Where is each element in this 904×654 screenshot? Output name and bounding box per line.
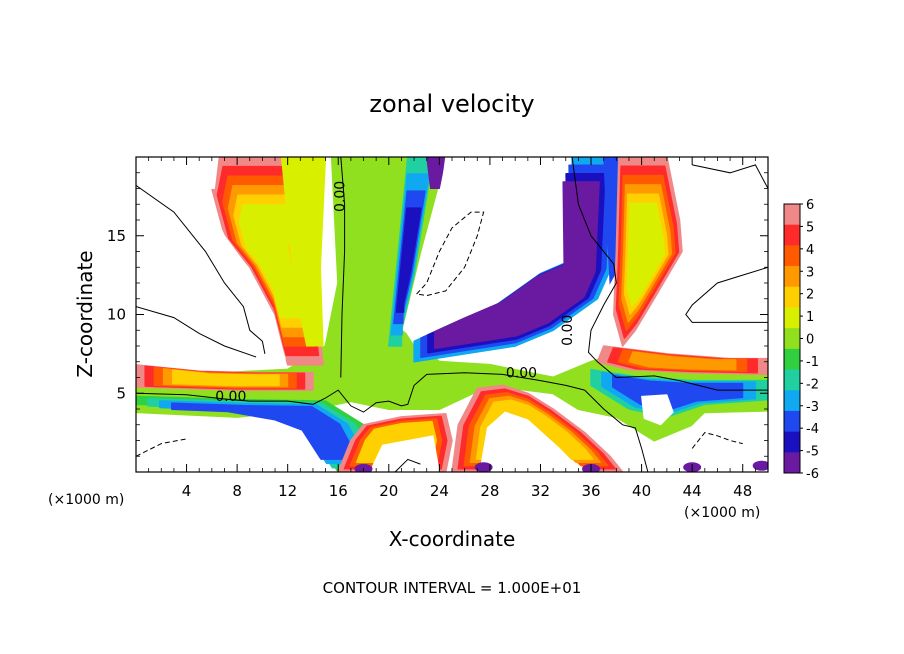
contour-negative-void bbox=[416, 211, 485, 297]
plot-area: 0.00 0.00 0.00 0.00 bbox=[136, 157, 768, 472]
colorbar-tick-label: -4 bbox=[806, 422, 819, 437]
x-axis-label: X-coordinate bbox=[389, 527, 516, 551]
colorbar-tick-label: 1 bbox=[806, 310, 814, 325]
colorbar-tick-label: -2 bbox=[806, 377, 819, 392]
positive-core bbox=[280, 157, 327, 347]
contour-label: 0.00 bbox=[215, 389, 246, 405]
colorbar-swatch bbox=[784, 204, 800, 226]
x-tick-label: 12 bbox=[278, 482, 297, 500]
contour-zero-lower bbox=[584, 389, 649, 472]
negative-trunk bbox=[395, 207, 422, 313]
void-bottom-left bbox=[136, 417, 324, 472]
contour-positive-left-low bbox=[136, 306, 257, 358]
x-tick-label: 20 bbox=[379, 482, 398, 500]
zero-band bbox=[136, 157, 768, 442]
void-upper-left-corner bbox=[136, 157, 219, 189]
x-tick-label: 36 bbox=[581, 482, 600, 500]
y-tick-label: 15 bbox=[107, 227, 126, 245]
contour-positive-left bbox=[136, 184, 266, 354]
colorbar: 6 5 4 3 2 1 0 -1 -2 -3 -4 -5 -6 bbox=[783, 198, 819, 482]
colorbar-tick-label: 6 bbox=[806, 198, 814, 213]
negative-spot bbox=[354, 463, 373, 472]
positive-band-left bbox=[172, 369, 280, 387]
x-tick-label: 24 bbox=[430, 482, 449, 500]
x-tick-label: 32 bbox=[531, 482, 550, 500]
contour-interval-note: CONTOUR INTERVAL = 1.000E+01 bbox=[323, 579, 582, 597]
x-tick-label: 4 bbox=[182, 482, 192, 500]
void-lower-right bbox=[672, 411, 768, 472]
colorbar-swatch bbox=[784, 286, 800, 308]
colorbar-swatch bbox=[784, 224, 800, 246]
chart-title: zonal velocity bbox=[369, 90, 534, 118]
colorbar-swatch bbox=[784, 245, 800, 267]
contour-lower-small bbox=[394, 458, 421, 472]
void-right bbox=[641, 394, 674, 426]
colorbar-swatch bbox=[784, 410, 800, 433]
colorbar-tick-label: -3 bbox=[806, 400, 819, 415]
contour-zero-trunk bbox=[340, 157, 346, 378]
positive-plume-right bbox=[626, 202, 666, 307]
colorbar-swatch bbox=[784, 390, 800, 412]
colorbar-swatch bbox=[784, 452, 800, 474]
contour-zero-right bbox=[571, 157, 768, 391]
colorbar-tick-label: 3 bbox=[806, 265, 814, 280]
contour-label: 0.00 bbox=[333, 181, 349, 212]
colorbar-swatch bbox=[784, 266, 800, 288]
negative-spot bbox=[752, 460, 768, 471]
y-tick-label: 10 bbox=[107, 306, 126, 324]
x-tick-label: 28 bbox=[480, 482, 499, 500]
colorbar-swatch bbox=[784, 369, 800, 391]
contour-lines: 0.00 0.00 0.00 0.00 bbox=[136, 157, 768, 472]
x-tick-label: 16 bbox=[329, 482, 348, 500]
positive-band-right bbox=[628, 351, 737, 371]
x-tick-label: 8 bbox=[232, 482, 242, 500]
x-tick-label: 44 bbox=[683, 482, 702, 500]
x-unit-note-left: (×1000 m) bbox=[48, 492, 124, 508]
y-axis-label: Z-coordinate bbox=[73, 250, 97, 377]
contour-negative-lower-left bbox=[136, 438, 187, 457]
negative-core bbox=[426, 157, 447, 189]
negative-spot bbox=[474, 462, 493, 472]
contour-zero-mid bbox=[136, 372, 585, 413]
colorbar-tick-label: 5 bbox=[806, 220, 814, 235]
y-tick-label: 5 bbox=[116, 384, 126, 402]
colorbar-tick-label: -6 bbox=[806, 467, 819, 482]
contour-negative-lower-right bbox=[691, 432, 743, 449]
colorbar-tick-label: 2 bbox=[806, 288, 814, 303]
x-unit-note-right: (×1000 m) bbox=[684, 505, 760, 521]
y-axis-ticks: 5 10 15 bbox=[107, 172, 768, 457]
contour-upper-right bbox=[692, 164, 768, 189]
contour-label: 0.00 bbox=[506, 366, 537, 382]
void-lower-center bbox=[479, 411, 583, 472]
contour-right-mid bbox=[685, 266, 768, 323]
colorbar-swatch bbox=[784, 348, 800, 371]
colorbar-swatch bbox=[784, 307, 800, 329]
colorbar-swatch bbox=[784, 328, 800, 350]
colorbar-tick-label: 4 bbox=[806, 243, 814, 258]
contour-label: 0.00 bbox=[560, 315, 576, 346]
void-upper-right bbox=[678, 157, 768, 356]
x-tick-label: 48 bbox=[733, 482, 752, 500]
colorbar-tick-label: -5 bbox=[806, 445, 819, 460]
void-lower-left bbox=[369, 435, 440, 472]
colorbar-tick-label: -1 bbox=[806, 355, 819, 370]
x-tick-label: 40 bbox=[632, 482, 651, 500]
colorbar-swatch bbox=[784, 431, 800, 453]
colorbar-tick-label: 0 bbox=[806, 333, 814, 348]
x-axis-ticks: 4 8 12 16 20 24 28 32 36 40 44 48 bbox=[148, 157, 756, 500]
negative-plume-right bbox=[434, 181, 600, 350]
